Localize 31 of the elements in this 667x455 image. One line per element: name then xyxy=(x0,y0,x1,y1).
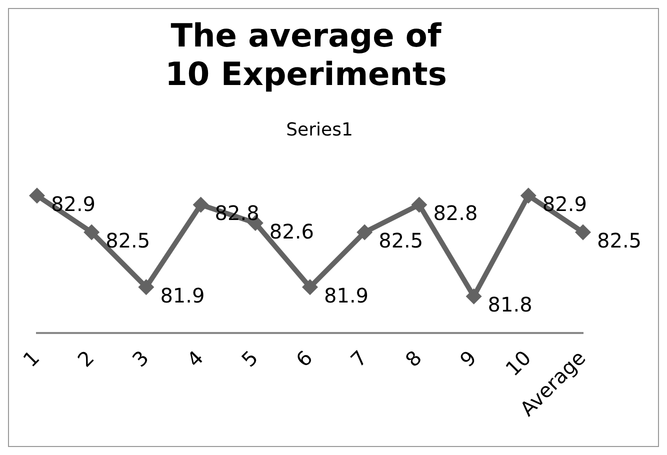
data-label: 81.9 xyxy=(324,283,369,308)
point xyxy=(356,224,373,240)
x-tick-label: 8 xyxy=(400,346,426,372)
data-label: 82.8 xyxy=(433,200,478,225)
data-label: 82.9 xyxy=(51,192,96,216)
point xyxy=(520,188,536,204)
text: Series1 xyxy=(286,119,353,140)
point xyxy=(192,196,209,213)
x-tick-label: 6 xyxy=(291,346,318,372)
data-label: 82.5 xyxy=(106,228,150,252)
data-label: 82.6 xyxy=(269,219,314,244)
x-tick-label: 1 xyxy=(18,346,44,372)
chart-title: The average of 10 Experiments xyxy=(165,16,447,93)
point xyxy=(302,279,318,296)
x-tick-label: 5 xyxy=(236,346,263,372)
x-tick-label: 3 xyxy=(127,346,154,372)
point xyxy=(411,196,428,213)
point xyxy=(466,288,482,304)
data-label: 81.9 xyxy=(160,283,205,308)
x-tick-label: 4 xyxy=(182,346,208,372)
point xyxy=(29,188,45,204)
point xyxy=(575,224,591,240)
x-tick-label: 7 xyxy=(346,346,372,372)
data-label: 82.5 xyxy=(597,228,642,252)
data-label: 82.5 xyxy=(378,228,424,252)
data-label: 82.9 xyxy=(542,192,587,216)
x-tick-label: 2 xyxy=(72,346,99,372)
data-label: 81.8 xyxy=(488,292,532,317)
point xyxy=(84,224,100,240)
point xyxy=(138,279,154,296)
x-tick-label: 9 xyxy=(455,346,482,372)
